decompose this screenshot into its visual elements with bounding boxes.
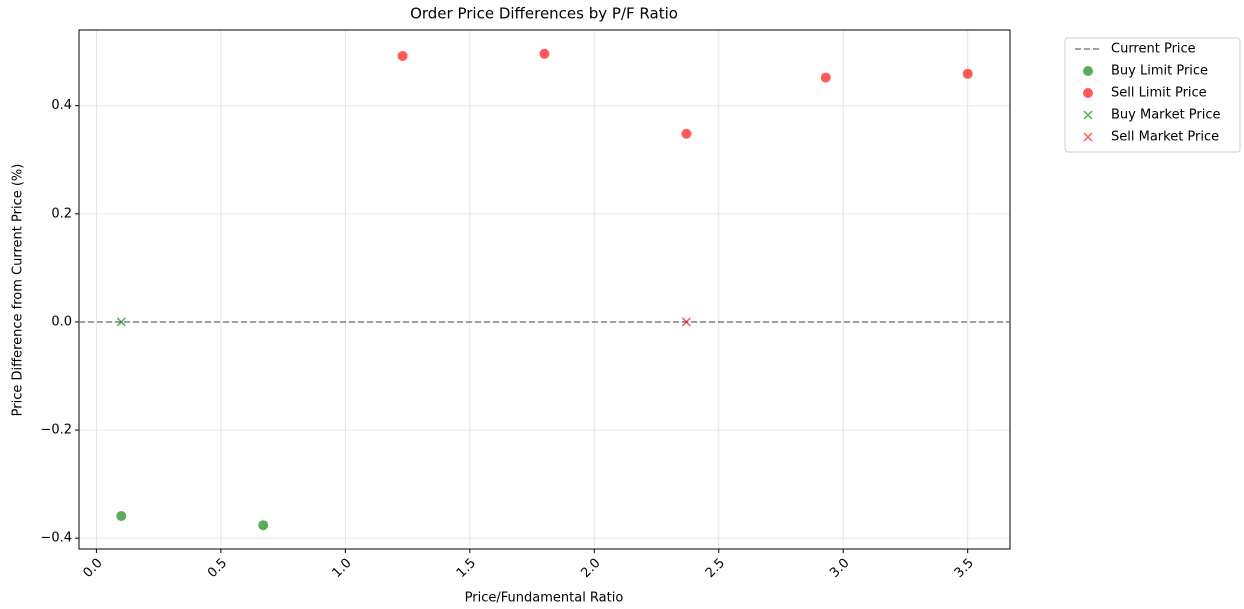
x-axis-label: Price/Fundamental Ratio [465, 591, 624, 606]
x-tick-label: 1.0 [329, 556, 354, 581]
legend-label: Sell Limit Price [1111, 86, 1207, 101]
x-tick-label: 2.5 [703, 556, 728, 581]
legend-swatch [1083, 110, 1093, 120]
x-tick-label: 0.0 [80, 556, 105, 581]
legend-label: Sell Market Price [1111, 130, 1219, 145]
point [116, 317, 126, 327]
legend-label: Buy Market Price [1111, 108, 1221, 123]
point [962, 68, 973, 79]
y-tick-label: −0.4 [40, 531, 72, 546]
chart-title: Order Price Differences by P/F Ratio [410, 5, 678, 23]
y-axis-label: Price Difference from Current Price (%) [11, 164, 26, 417]
legend-swatch [1083, 132, 1093, 142]
point [116, 511, 127, 522]
y-tick-label: 0.4 [51, 98, 72, 113]
legend-label: Buy Limit Price [1111, 64, 1208, 79]
x-tick-label: 3.5 [952, 556, 977, 581]
legend-swatch [1083, 88, 1093, 98]
point [820, 72, 831, 83]
point [397, 50, 408, 61]
point [681, 128, 692, 139]
x-tick-label: 0.5 [205, 556, 230, 581]
x-tick-label: 2.0 [578, 556, 603, 581]
x-tick-label: 3.0 [827, 556, 852, 581]
point [258, 520, 269, 531]
plot-frame [78, 29, 1011, 550]
x-tick-label: 1.5 [454, 556, 479, 581]
legend-label: Current Price [1111, 42, 1196, 57]
y-tick-label: 0.2 [51, 206, 72, 221]
y-tick-label: 0.0 [51, 314, 72, 329]
point [539, 48, 550, 59]
legend-swatch [1083, 66, 1093, 76]
legend-box [1064, 37, 1241, 153]
point [681, 317, 691, 327]
y-tick-label: −0.2 [40, 423, 72, 438]
